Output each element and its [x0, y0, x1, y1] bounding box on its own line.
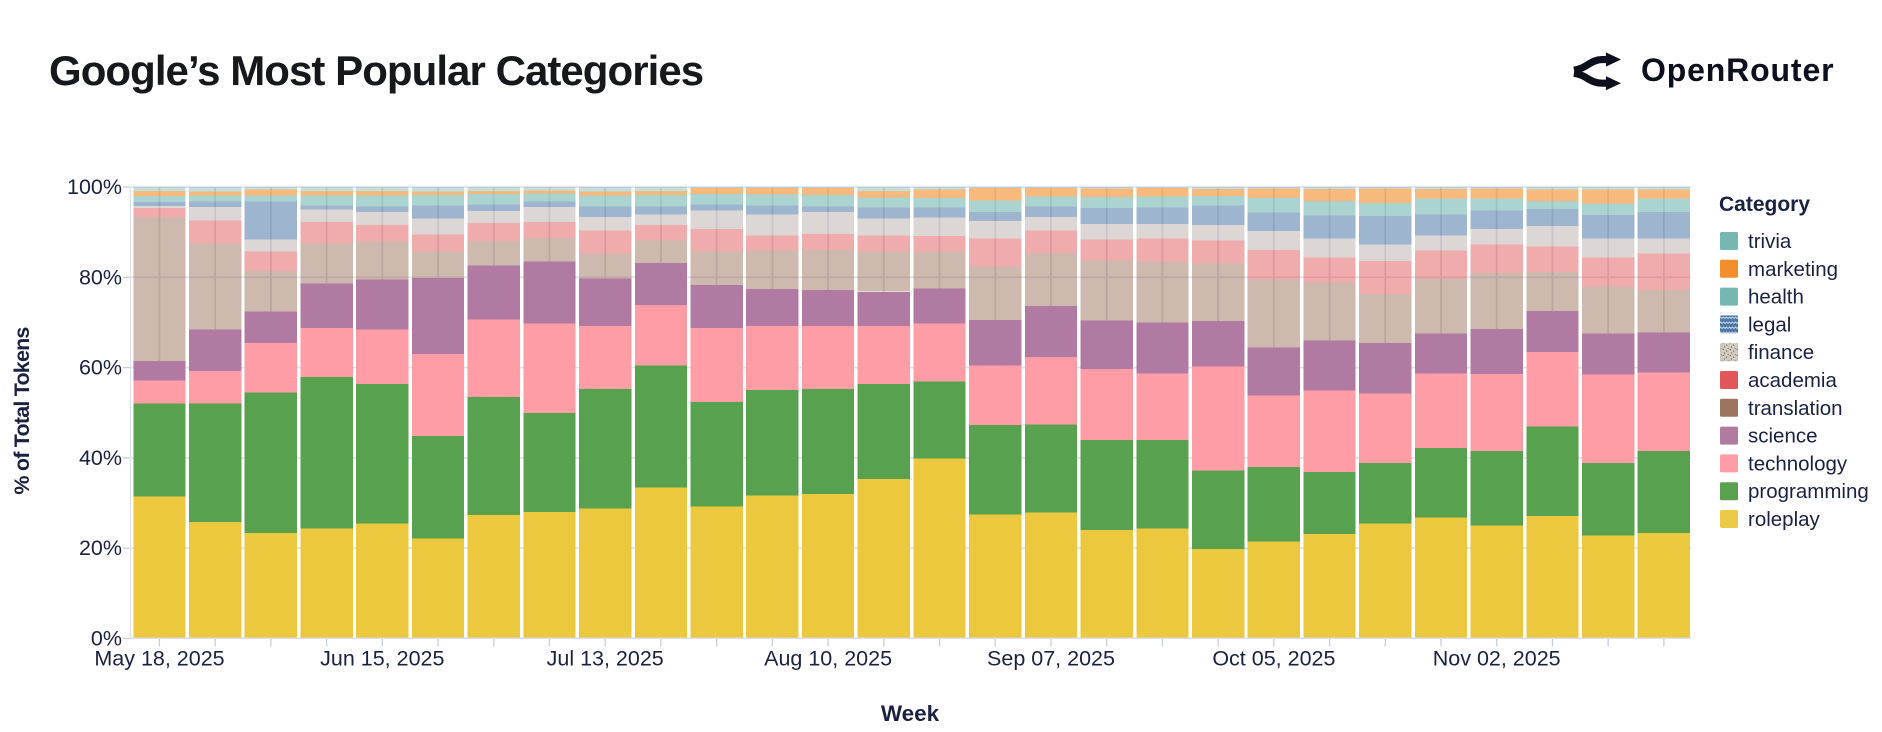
svg-text:Jul 13, 2025: Jul 13, 2025 — [547, 647, 664, 671]
svg-text:legal: legal — [1748, 313, 1791, 336]
svg-text:40%: 40% — [79, 446, 122, 470]
svg-text:0%: 0% — [91, 627, 122, 651]
svg-text:May 18, 2025: May 18, 2025 — [94, 647, 224, 671]
svg-text:Jun 15, 2025: Jun 15, 2025 — [320, 647, 444, 671]
svg-text:finance: finance — [1748, 341, 1814, 364]
svg-text:academia: academia — [1748, 369, 1837, 392]
svg-text:80%: 80% — [79, 265, 122, 289]
svg-text:programming: programming — [1748, 480, 1869, 503]
svg-text:% of Total Tokens: % of Total Tokens — [10, 327, 34, 495]
svg-text:trivia: trivia — [1748, 230, 1792, 253]
svg-text:Week: Week — [881, 701, 940, 726]
svg-text:60%: 60% — [79, 356, 122, 380]
svg-text:science: science — [1748, 425, 1818, 448]
svg-text:roleplay: roleplay — [1748, 508, 1821, 531]
svg-text:Oct 05, 2025: Oct 05, 2025 — [1212, 647, 1335, 671]
svg-text:20%: 20% — [79, 536, 122, 560]
svg-text:OpenRouter: OpenRouter — [1641, 52, 1834, 88]
svg-text:health: health — [1748, 286, 1804, 309]
svg-text:translation: translation — [1748, 397, 1843, 420]
svg-text:Nov 02, 2025: Nov 02, 2025 — [1433, 647, 1561, 671]
svg-text:Sep 07, 2025: Sep 07, 2025 — [987, 647, 1115, 671]
svg-text:Aug 10, 2025: Aug 10, 2025 — [764, 647, 892, 671]
svg-text:Category: Category — [1719, 193, 1810, 216]
svg-text:100%: 100% — [67, 175, 122, 199]
svg-text:marketing: marketing — [1748, 258, 1838, 281]
svg-text:technology: technology — [1748, 452, 1848, 475]
svg-text:Google’s Most Popular Categori: Google’s Most Popular Categories — [49, 47, 703, 94]
